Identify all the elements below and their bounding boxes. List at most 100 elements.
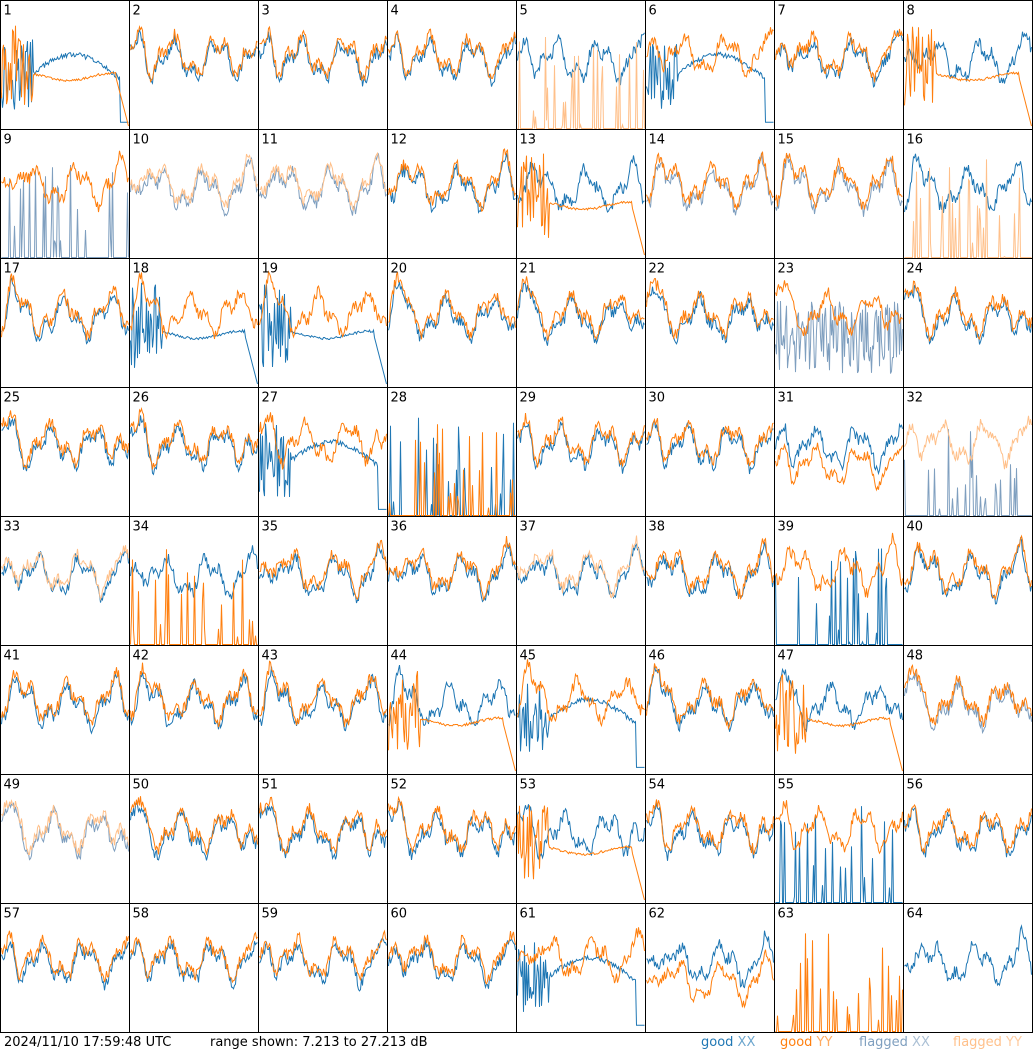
panel-frame bbox=[258, 0, 388, 130]
spectrum-panel-5: 5 bbox=[516, 0, 646, 130]
series-yy-49 bbox=[1, 798, 129, 856]
spectrum-panel-44: 44 bbox=[387, 645, 517, 775]
spectrum-panel-11: 11 bbox=[258, 129, 388, 259]
panel-label-27: 27 bbox=[262, 391, 279, 406]
series-xx-39 bbox=[775, 548, 903, 645]
series-xx-37 bbox=[517, 543, 645, 600]
spectrum-panel-39: 39 bbox=[774, 516, 904, 646]
panel-label-29: 29 bbox=[520, 391, 537, 406]
series-yy-10 bbox=[130, 153, 258, 208]
legend-flagged-xx-label: XX bbox=[912, 1035, 930, 1050]
spectrum-panel-16: 16 bbox=[903, 129, 1033, 259]
spectrum-panel-61: 61 bbox=[516, 903, 646, 1033]
series-xx-5 bbox=[517, 32, 645, 86]
panel-label-54: 54 bbox=[649, 778, 666, 793]
spectrum-panel-53: 53 bbox=[516, 774, 646, 904]
panel-label-6: 6 bbox=[649, 4, 657, 19]
panel-label-64: 64 bbox=[907, 907, 924, 922]
series-yy-58 bbox=[130, 931, 258, 984]
timestamp: 2024/11/10 17:59:48 UTC bbox=[4, 1035, 172, 1050]
spectrum-panel-33: 33 bbox=[0, 516, 130, 646]
series-xx-42 bbox=[130, 672, 258, 730]
series-xx-44 bbox=[388, 664, 516, 727]
panel-frame bbox=[516, 774, 646, 904]
panel-label-53: 53 bbox=[520, 778, 537, 793]
series-yy-59 bbox=[259, 929, 387, 981]
series-yy-53 bbox=[517, 805, 645, 901]
series-xx-3 bbox=[259, 31, 387, 87]
series-yy-44 bbox=[388, 671, 516, 772]
panel-frame bbox=[516, 645, 646, 775]
series-yy-24 bbox=[904, 280, 1032, 342]
panel-label-9: 9 bbox=[4, 133, 12, 148]
series-yy-17 bbox=[1, 273, 129, 341]
series-yy-12 bbox=[388, 148, 516, 212]
legend-good-yy-prefix: good bbox=[780, 1035, 817, 1050]
panel-label-11: 11 bbox=[262, 133, 279, 148]
panel-label-41: 41 bbox=[4, 649, 21, 664]
spectrum-panel-50: 50 bbox=[129, 774, 259, 904]
panel-label-2: 2 bbox=[133, 4, 141, 19]
panel-label-44: 44 bbox=[391, 649, 408, 664]
panel-label-23: 23 bbox=[778, 262, 795, 277]
spectrum-panel-37: 37 bbox=[516, 516, 646, 646]
panel-label-36: 36 bbox=[391, 520, 408, 535]
series-yy-43 bbox=[259, 660, 387, 727]
footer: 2024/11/10 17:59:48 UTC range shown: 7.2… bbox=[0, 1033, 1033, 1053]
series-xx-31 bbox=[775, 422, 903, 476]
panel-label-31: 31 bbox=[778, 391, 795, 406]
spectrum-panel-9: 9 bbox=[0, 129, 130, 259]
spectrum-panel-30: 30 bbox=[645, 387, 775, 517]
series-yy-52 bbox=[388, 795, 516, 854]
panel-label-21: 21 bbox=[520, 262, 537, 277]
series-yy-19 bbox=[259, 270, 387, 339]
panel-label-58: 58 bbox=[133, 907, 150, 922]
panel-frame bbox=[129, 387, 259, 517]
panel-frame bbox=[0, 258, 130, 388]
panel-label-47: 47 bbox=[778, 649, 795, 664]
panel-label-22: 22 bbox=[649, 262, 666, 277]
series-yy-25 bbox=[1, 410, 129, 469]
panel-label-16: 16 bbox=[907, 133, 924, 148]
series-yy-40 bbox=[904, 534, 1032, 600]
panel-label-39: 39 bbox=[778, 520, 795, 535]
panel-label-18: 18 bbox=[133, 262, 150, 277]
panel-frame bbox=[645, 129, 775, 259]
spectrum-panel-3: 3 bbox=[258, 0, 388, 130]
series-xx-15 bbox=[775, 154, 903, 217]
panel-frame bbox=[774, 516, 904, 646]
spectrum-panel-22: 22 bbox=[645, 258, 775, 388]
panel-frame bbox=[258, 645, 388, 775]
series-xx-2 bbox=[130, 28, 258, 85]
series-xx-23 bbox=[775, 300, 903, 374]
spectrum-panel-12: 12 bbox=[387, 129, 517, 259]
panel-label-15: 15 bbox=[778, 133, 795, 148]
panel-frame bbox=[387, 258, 517, 388]
legend-flagged-yy-label: YY bbox=[1006, 1035, 1022, 1050]
series-yy-42 bbox=[130, 662, 258, 728]
spectrum-panel-25: 25 bbox=[0, 387, 130, 517]
spectrum-panel-27: 27 bbox=[258, 387, 388, 517]
panel-frame bbox=[387, 903, 517, 1033]
panel-frame bbox=[516, 516, 646, 646]
panel-label-13: 13 bbox=[520, 133, 537, 148]
legend-good-xx-label: XX bbox=[737, 1035, 756, 1050]
series-yy-56 bbox=[904, 803, 1032, 854]
series-xx-51 bbox=[259, 805, 387, 861]
spectrum-panel-52: 52 bbox=[387, 774, 517, 904]
spectrum-panel-8: 8 bbox=[903, 0, 1033, 130]
spectrum-panel-28: 28 bbox=[387, 387, 517, 517]
panel-frame bbox=[387, 645, 517, 775]
panel-label-12: 12 bbox=[391, 133, 408, 148]
series-yy-13 bbox=[517, 153, 645, 256]
panel-label-1: 1 bbox=[4, 4, 12, 19]
spectrum-panel-47: 47 bbox=[774, 645, 904, 775]
spectrum-panel-62: 62 bbox=[645, 903, 775, 1033]
series-yy-20 bbox=[388, 271, 516, 340]
panel-frame bbox=[129, 645, 259, 775]
panel-label-10: 10 bbox=[133, 133, 150, 148]
series-yy-28 bbox=[388, 424, 516, 516]
series-xx-9 bbox=[1, 164, 129, 258]
series-yy-35 bbox=[259, 539, 387, 601]
